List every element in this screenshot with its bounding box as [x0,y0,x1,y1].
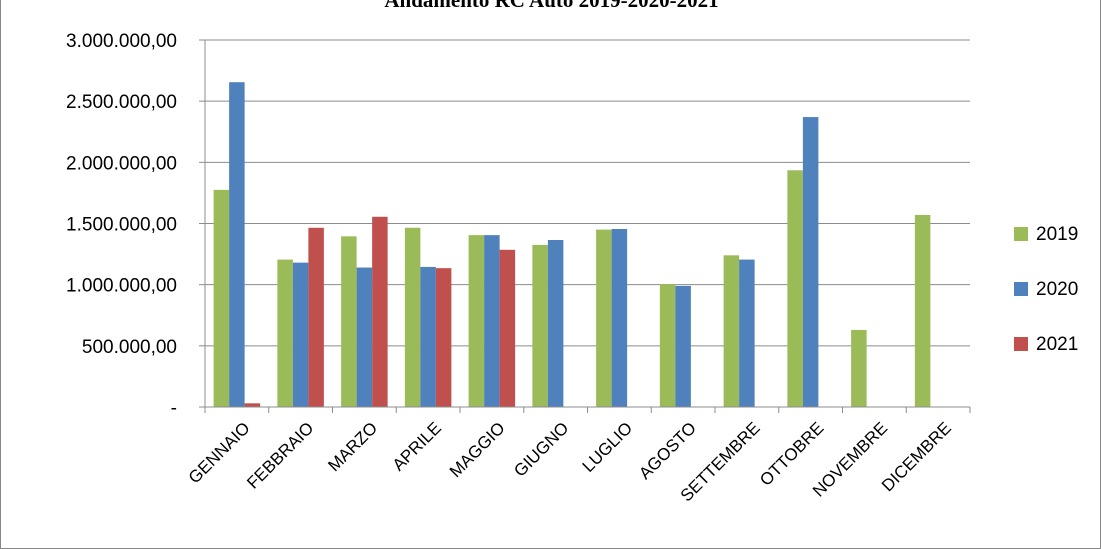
bar-2021-gennaio [245,403,261,407]
bar-2019-giugno [532,245,548,407]
bar-2020-luglio [612,229,628,407]
bar-2019-ottobre [787,170,803,407]
bar-2019-settembre [724,255,740,407]
bar-2020-febbraio [293,263,309,407]
legend-label-2020: 2020 [1036,279,1078,300]
bar-2021-maggio [500,250,516,407]
legend-label-2021: 2021 [1036,334,1078,355]
bar-2020-marzo [357,268,373,407]
legend-label-2019: 2019 [1036,224,1078,245]
bar-2020-gennaio [229,82,245,407]
bar-2019-marzo [341,236,357,407]
legend-swatch-2020 [1014,282,1028,296]
bar-2019-novembre [851,330,867,407]
bar-2019-aprile [405,228,421,407]
x-category-label: LUGLIO [579,418,637,476]
bar-2020-agosto [675,286,691,407]
legend-swatch-2019 [1014,227,1028,241]
bar-2021-marzo [372,217,388,407]
bars [214,82,931,407]
y-tick-label: 1.500.000,00 [66,215,177,236]
x-category-label: AGOSTO [635,418,700,483]
y-tick-label: 2.000.000,00 [66,153,177,174]
x-category-label: GENNAIO [185,418,254,487]
y-tick-label: - [171,398,177,419]
x-category-label: MARZO [324,418,381,475]
bar-2019-febbraio [277,260,293,407]
bar-2019-dicembre [915,215,931,407]
bar-2019-agosto [660,284,676,407]
legend-swatch-2021 [1014,337,1028,351]
legend: 2019 2020 2021 [1014,224,1078,355]
bar-2020-aprile [420,267,436,407]
y-tick-label: 500.000,00 [82,337,177,358]
bar-2021-febbraio [308,228,324,407]
bar-2019-maggio [469,235,485,407]
bar-2020-giugno [548,240,564,407]
bar-2020-maggio [484,235,500,407]
x-category-label: DICEMBRE [878,418,955,495]
bar-2019-gennaio [214,190,230,407]
x-category-label: APRILE [389,418,445,474]
bar-2019-luglio [596,230,612,407]
x-category-label: MAGGIO [446,418,509,481]
bar-2021-aprile [436,268,452,407]
bar-2020-settembre [739,260,755,407]
x-category-label: FEBBRAIO [243,418,317,492]
y-tick-label: 1.000.000,00 [66,276,177,297]
x-category-label: GIUGNO [510,418,572,480]
y-tick-label: 2.500.000,00 [66,92,177,113]
y-tick-labels: - 500.000,00 1.000.000,00 1.500.000,00 2.000… [66,31,177,419]
bar-2020-ottobre [803,117,819,407]
y-tick-label: 3.000.000,00 [66,31,177,52]
